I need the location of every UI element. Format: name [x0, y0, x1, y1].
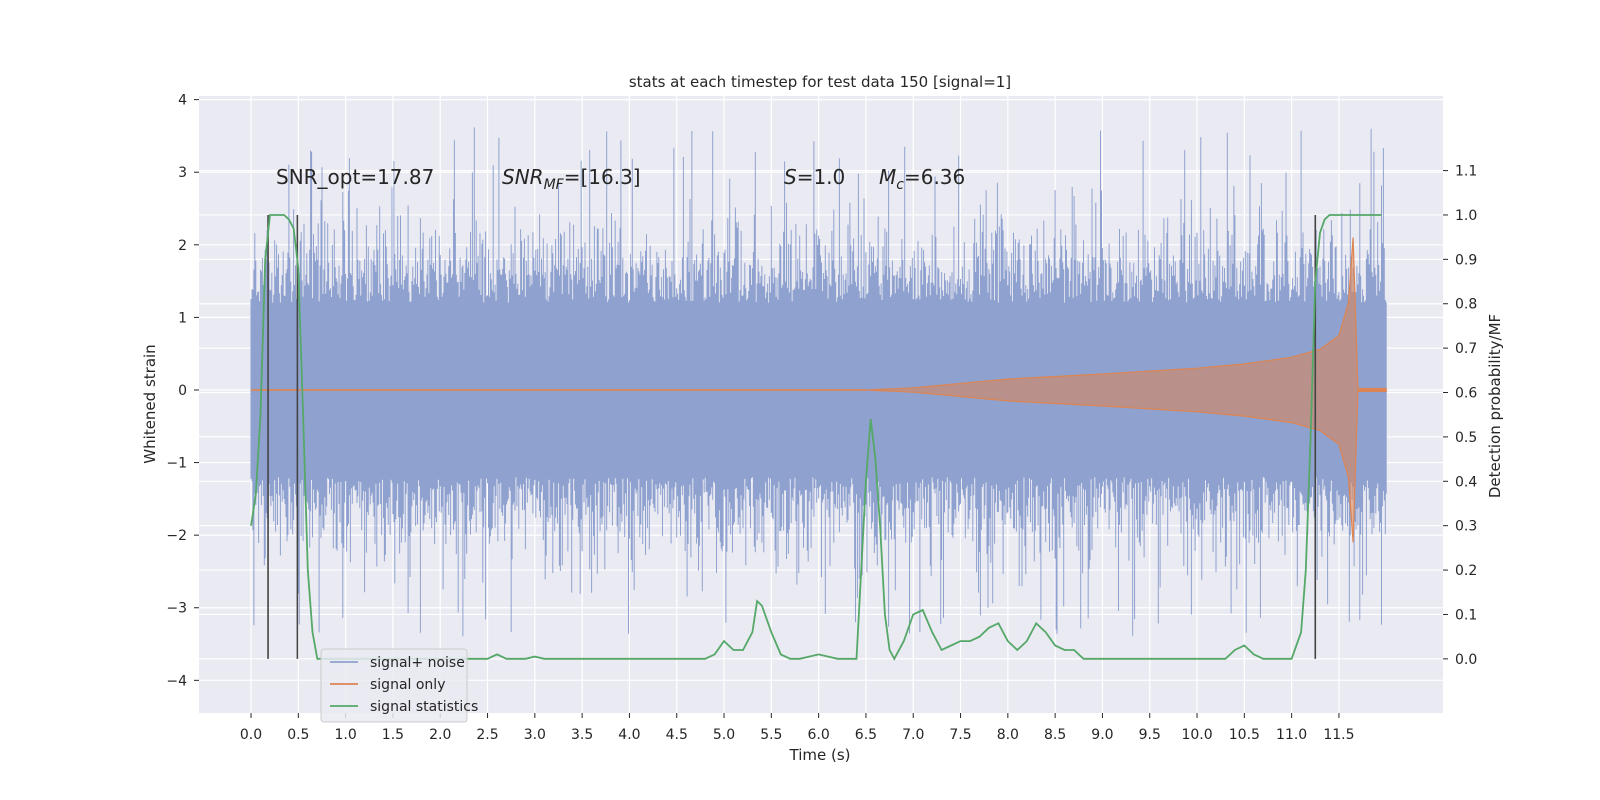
y-tick-label: 3: [178, 165, 187, 181]
y-tick-label: −3: [166, 601, 187, 617]
annotations: SNR_opt=17.87 SNRMF=[16.3] S=1.0 Mc=6.36: [276, 165, 965, 193]
x-tick-label: 5.0: [713, 727, 735, 743]
s-value: =1.0: [797, 165, 846, 189]
x-tick-label: 0.0: [240, 727, 262, 743]
legend-label-signal-statistics: signal statistics: [370, 699, 478, 715]
x-tick-label: 3.5: [571, 727, 593, 743]
x-axis-ticks: 0.0 0.5 1.0 1.5 2.0 2.5 3.0 3.5 4.0 4.5 5.0 5.5 6.0 6…: [240, 713, 1355, 743]
x-tick-label: 9.5: [1139, 727, 1161, 743]
mc-subscript: c: [896, 177, 904, 193]
y-tick-label: 0: [178, 383, 187, 399]
legend-label-signal-only: signal only: [370, 677, 445, 693]
y2-tick-label: 0.0: [1455, 652, 1477, 668]
y-axis-ticks: 4 3 2 1 0 −1 −2 −3 −4: [166, 93, 199, 689]
y-tick-label: 1: [178, 310, 187, 326]
y2-axis-ticks: 1.1 1.0 0.9 0.8 0.7 0.6 0.5 0.4 0.3 0.2 0.1 0.0: [1443, 164, 1477, 668]
legend-label-signal-noise: signal+ noise: [370, 655, 465, 671]
y2-tick-label: 1.0: [1455, 208, 1477, 224]
y-tick-label: −2: [166, 528, 187, 544]
y2-tick-label: 0.6: [1455, 386, 1477, 402]
x-tick-label: 2.5: [476, 727, 498, 743]
x-tick-label: 9.0: [1091, 727, 1113, 743]
signal-only-series: [251, 237, 1387, 543]
y2-tick-label: 0.8: [1455, 297, 1477, 313]
y-tick-label: −1: [166, 456, 187, 472]
y-axis-label: Whitened strain: [141, 344, 159, 463]
snr-mf-symbol: SNR: [502, 165, 544, 189]
mc-annotation: Mc=6.36: [879, 165, 965, 193]
y2-tick-label: 0.4: [1455, 474, 1477, 490]
y2-tick-label: 0.1: [1455, 607, 1477, 623]
x-tick-label: 11.0: [1276, 727, 1307, 743]
y-tick-label: 2: [178, 238, 187, 254]
y2-axis-label: Detection probability/MF: [1486, 314, 1504, 498]
x-tick-label: 2.0: [429, 727, 451, 743]
x-tick-label: 6.0: [808, 727, 830, 743]
x-tick-label: 5.5: [760, 727, 782, 743]
y-tick-label: 4: [178, 93, 187, 109]
s-annotation: S=1.0: [784, 165, 845, 189]
x-tick-label: 8.5: [1044, 727, 1066, 743]
x-tick-label: 1.5: [382, 727, 404, 743]
x-tick-label: 11.5: [1323, 727, 1354, 743]
x-tick-label: 1.0: [334, 727, 356, 743]
snr-opt-annotation: SNR_opt=17.87: [276, 165, 434, 189]
legend-box: [320, 648, 468, 723]
y2-tick-label: 0.2: [1455, 563, 1477, 579]
legend: signal+ noise signal only signal statist…: [320, 648, 478, 723]
y2-tick-label: 0.5: [1455, 430, 1477, 446]
y2-tick-label: 0.9: [1455, 252, 1477, 268]
x-tick-label: 4.5: [666, 727, 688, 743]
x-tick-label: 3.0: [524, 727, 546, 743]
x-tick-label: 8.0: [997, 727, 1019, 743]
x-tick-label: 10.5: [1229, 727, 1260, 743]
snr-mf-subscript: MF: [544, 177, 565, 193]
s-symbol: S: [784, 165, 797, 189]
y2-tick-label: 1.1: [1455, 164, 1477, 180]
x-tick-label: 6.5: [855, 727, 877, 743]
x-axis-label: Time (s): [789, 746, 851, 764]
x-tick-label: 7.0: [902, 727, 924, 743]
x-tick-label: 0.5: [287, 727, 309, 743]
y2-tick-label: 0.3: [1455, 519, 1477, 535]
x-tick-label: 7.5: [949, 727, 971, 743]
chart-title: stats at each timestep for test data 150…: [629, 73, 1011, 91]
mc-value: =6.36: [904, 165, 965, 189]
y2-tick-label: 0.7: [1455, 341, 1477, 357]
snr-mf-value: =[16.3]: [564, 165, 641, 189]
x-tick-label: 10.0: [1181, 727, 1212, 743]
mc-symbol: M: [879, 165, 896, 189]
y-tick-label: −4: [166, 673, 187, 689]
x-tick-label: 4.0: [618, 727, 640, 743]
snr-mf-annotation: SNRMF=[16.3]: [502, 165, 641, 193]
